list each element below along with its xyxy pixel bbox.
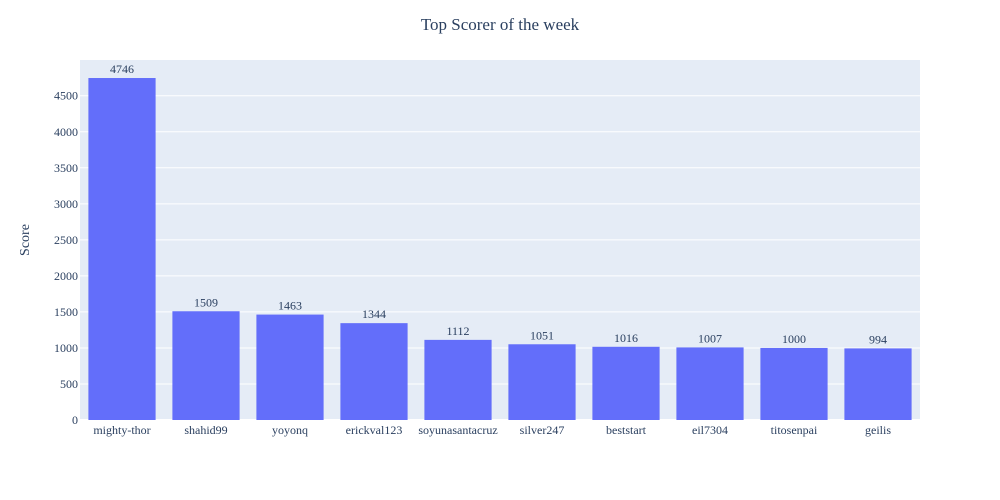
data-label: 1112 <box>446 324 469 338</box>
bar-erickval123[interactable] <box>340 323 408 420</box>
y-axis-label: Score <box>18 224 33 256</box>
bar-yoyonq[interactable] <box>256 314 324 420</box>
bar-eil7304[interactable] <box>676 347 744 420</box>
data-label: 1007 <box>698 331 722 345</box>
x-axis-ticks: mighty-thor shahid99 yoyonq erickval123 soyu… <box>93 423 891 437</box>
y-tick-label: 1000 <box>54 341 78 355</box>
bar-beststart[interactable] <box>592 346 660 420</box>
y-tick-label: 0 <box>72 413 78 427</box>
bar-silver247[interactable] <box>508 344 576 420</box>
x-tick-label: eil7304 <box>692 423 728 437</box>
y-tick-label: 4000 <box>54 125 78 139</box>
x-tick-label: soyunasantacruz <box>418 423 497 437</box>
bars <box>88 78 912 421</box>
bar-mighty-thor[interactable] <box>88 78 156 421</box>
y-tick-label: 2000 <box>54 269 78 283</box>
y-tick-label: 2500 <box>54 233 78 247</box>
x-tick-label: geilis <box>865 423 891 437</box>
y-tick-label: 3500 <box>54 161 78 175</box>
data-label: 1463 <box>278 299 302 313</box>
y-axis-ticks: 0 500 1000 1500 2000 2500 3000 3500 4000 4500 <box>54 89 78 427</box>
x-tick-label: titosenpai <box>771 423 818 437</box>
data-labels: 4746 1509 1463 1344 1112 1051 1016 1007 1000 994 <box>110 62 887 346</box>
chart-title: Top Scorer of the week <box>421 15 580 34</box>
y-tick-label: 1500 <box>54 305 78 319</box>
data-label: 1016 <box>614 331 638 345</box>
bar-shahid99[interactable] <box>172 311 240 420</box>
bar-geilis[interactable] <box>844 348 912 420</box>
y-tick-label: 500 <box>60 377 78 391</box>
x-tick-label: beststart <box>606 423 647 437</box>
bar-soyunasantacruz[interactable] <box>424 339 492 420</box>
x-tick-label: yoyonq <box>272 423 308 437</box>
data-label: 1000 <box>782 332 806 346</box>
data-label: 4746 <box>110 62 134 76</box>
bar-titosenpai[interactable] <box>760 347 828 420</box>
x-tick-label: silver247 <box>520 423 565 437</box>
data-label: 1051 <box>530 328 554 342</box>
data-label: 1509 <box>194 295 218 309</box>
x-tick-label: erickval123 <box>346 423 403 437</box>
data-label: 1344 <box>362 307 386 321</box>
y-tick-label: 3000 <box>54 197 78 211</box>
data-label: 994 <box>869 332 887 346</box>
x-tick-label: mighty-thor <box>93 423 150 437</box>
x-tick-label: shahid99 <box>184 423 227 437</box>
y-tick-label: 4500 <box>54 89 78 103</box>
